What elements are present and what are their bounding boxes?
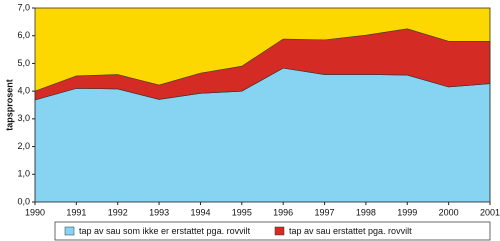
y-axis-label: tapsprosent: [4, 79, 14, 131]
y-tick-label: 6,0: [17, 30, 30, 40]
y-tick-label: 4,0: [17, 86, 30, 96]
x-tick-label: 1995: [232, 207, 252, 217]
x-tick-label: 1994: [190, 207, 210, 217]
y-tick-label: 1,0: [17, 169, 30, 179]
x-tick-label: 2000: [439, 207, 459, 217]
x-tick-label: 1991: [66, 207, 86, 217]
x-tick-label: 1999: [397, 207, 417, 217]
y-tick-label: 0,0: [17, 196, 30, 206]
legend-label: tap av sau erstattet pga. rovvilt: [289, 226, 412, 236]
x-tick-label: 2001: [480, 207, 500, 217]
plot-border: [34, 7, 491, 203]
y-tick-label: 3,0: [17, 113, 30, 123]
x-tick-label: 1997: [315, 207, 335, 217]
y-tick-label: 2,0: [17, 141, 30, 151]
legend-swatch: [64, 226, 75, 236]
legend-box: [54, 221, 491, 241]
legend-label: tap av sau som ikke er erstattet pga. ro…: [79, 226, 251, 236]
legend-swatch: [274, 226, 285, 236]
x-tick-label: 1996: [273, 207, 293, 217]
x-tick-label: 1993: [149, 207, 169, 217]
x-tick-label: 1992: [108, 207, 128, 217]
x-tick-label: 1990: [25, 207, 45, 217]
y-tick-label: 5,0: [17, 58, 30, 68]
x-tick-label: 1998: [356, 207, 376, 217]
y-tick-label: 7,0: [17, 2, 30, 12]
